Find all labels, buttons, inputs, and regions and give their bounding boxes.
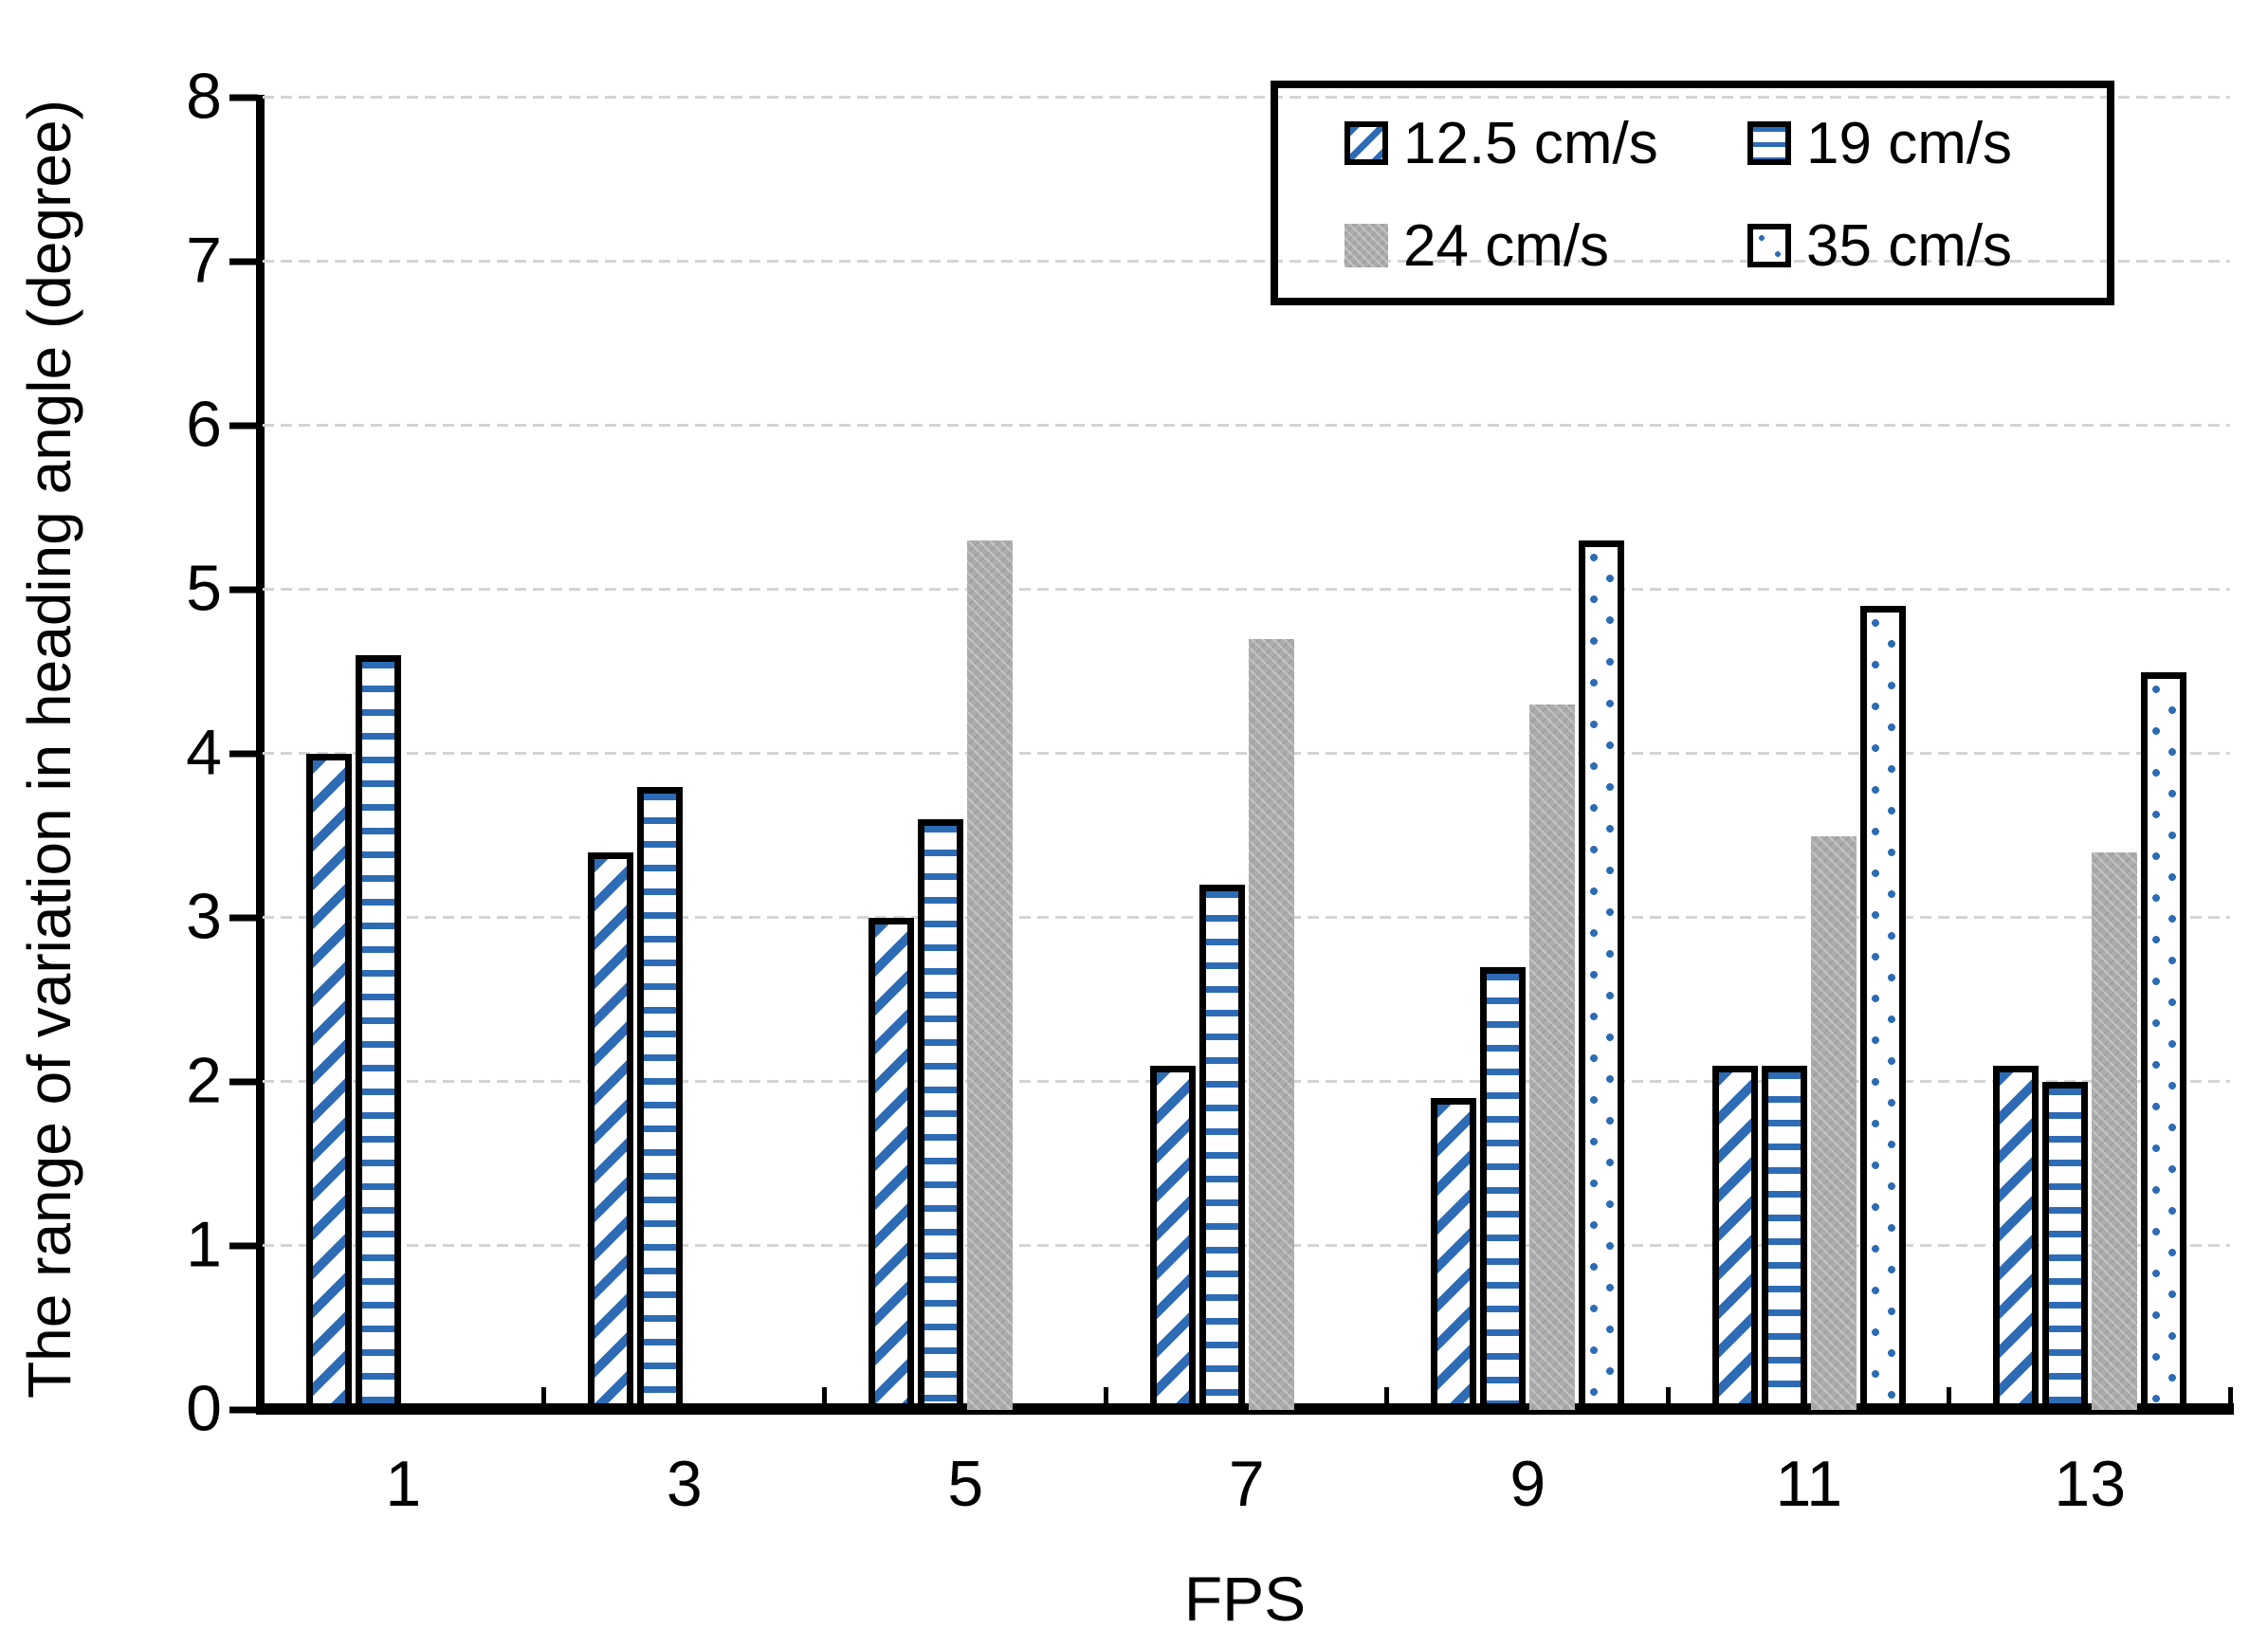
legend-item-24cms: 24 cm/s [1344,200,1609,291]
y-tick-mark-5 [229,586,258,594]
y-tick-label-6: 6 [186,388,222,461]
gridline-y-4 [263,752,2230,755]
bar-24cms-fps-7 [1248,638,1294,1410]
bar-24cms-fps-13 [2092,851,2138,1410]
bar-12.5cms-fps-11 [1711,1065,1758,1410]
legend-item-35cms: 35 cm/s [1747,200,2012,291]
y-tick-label-7: 7 [186,224,222,297]
bar-19cms-fps-3 [636,786,683,1410]
bar-24cms-fps-5 [967,540,1014,1410]
bar-12.5cms-fps-13 [1993,1065,2039,1410]
bar-19cms-fps-13 [2042,1082,2089,1410]
gridline-y-7 [263,260,2230,263]
bar-35cms-fps-11 [1859,606,1906,1410]
x-axis-boundary-tick [1665,1387,1671,1410]
gridline-y-3 [263,916,2230,919]
gridline-y-1 [263,1244,2230,1247]
bar-19cms-fps-9 [1480,966,1527,1410]
legend-swatch-blue-diagonal-stripes [1344,121,1388,165]
y-tick-mark-2 [229,1078,258,1086]
x-axis-boundary-tick [1384,1387,1389,1410]
legend-swatch-blue-horizontal-stripes [1747,121,1791,165]
x-tick-label-1: 1 [385,1448,422,1520]
y-tick-label-1: 1 [186,1208,222,1281]
y-tick-mark-0 [229,1406,258,1414]
bar-24cms-fps-9 [1529,705,1576,1410]
y-tick-label-3: 3 [186,880,222,953]
bar-19cms-fps-1 [356,655,402,1410]
x-axis-boundary-tick [540,1387,546,1410]
legend-label: 35 cm/s [1806,212,2013,279]
y-axis-line [256,95,265,1413]
bar-12.5cms-fps-1 [306,754,353,1410]
gridline-y-6 [263,424,2230,427]
legend-label: 12.5 cm/s [1403,110,1658,176]
y-tick-label-5: 5 [186,552,222,625]
legend: 12.5 cm/s 19 cm/s 24 cm/s 35 cm/s [1271,81,2114,305]
y-tick-mark-1 [229,1242,258,1250]
y-tick-mark-8 [229,94,258,101]
bar-12.5cms-fps-5 [869,918,915,1410]
plot-area [263,96,2233,1410]
legend-swatch-blue-dots [1747,224,1791,267]
y-tick-mark-7 [229,258,258,265]
y-tick-label-2: 2 [186,1044,222,1117]
gridline-y-5 [263,588,2230,591]
y-tick-label-8: 8 [186,60,222,133]
x-axis-title: FPS [1183,1564,1307,1634]
y-tick-mark-4 [229,750,258,758]
x-axis-boundary-tick [2227,1387,2233,1410]
x-tick-label-13: 13 [2054,1448,2127,1520]
bar-19cms-fps-7 [1198,885,1245,1410]
x-axis-boundary-tick [1103,1387,1108,1410]
legend-label: 24 cm/s [1403,212,1610,279]
legend-label: 19 cm/s [1806,110,2013,176]
bar-12.5cms-fps-9 [1431,1098,1477,1410]
legend-item-12.5cms: 12.5 cm/s [1344,98,1658,189]
y-tick-label-4: 4 [186,716,222,789]
x-tick-label-9: 9 [1509,1448,1546,1520]
y-tick-mark-3 [229,914,258,922]
bar-19cms-fps-5 [918,819,964,1410]
x-tick-label-5: 5 [947,1448,984,1520]
bar-35cms-fps-13 [2141,671,2187,1410]
legend-item-19cms: 19 cm/s [1747,98,2012,189]
gridline-y-8 [263,96,2230,99]
x-tick-label-7: 7 [1228,1448,1265,1520]
legend-swatch-solid-textured-gray [1344,224,1388,267]
x-axis-boundary-tick [822,1387,827,1410]
bar-19cms-fps-11 [1761,1065,1807,1410]
x-axis-boundary-tick [1947,1387,1951,1410]
x-tick-label-3: 3 [666,1448,703,1520]
y-tick-mark-6 [229,422,258,430]
gridline-y-2 [263,1080,2230,1083]
x-tick-label-11: 11 [1775,1448,1843,1520]
bar-24cms-fps-11 [1810,835,1856,1410]
y-tick-label-0: 0 [186,1372,222,1445]
bar-35cms-fps-9 [1579,540,1625,1410]
bar-12.5cms-fps-3 [587,851,633,1410]
bar-12.5cms-fps-7 [1149,1065,1196,1410]
